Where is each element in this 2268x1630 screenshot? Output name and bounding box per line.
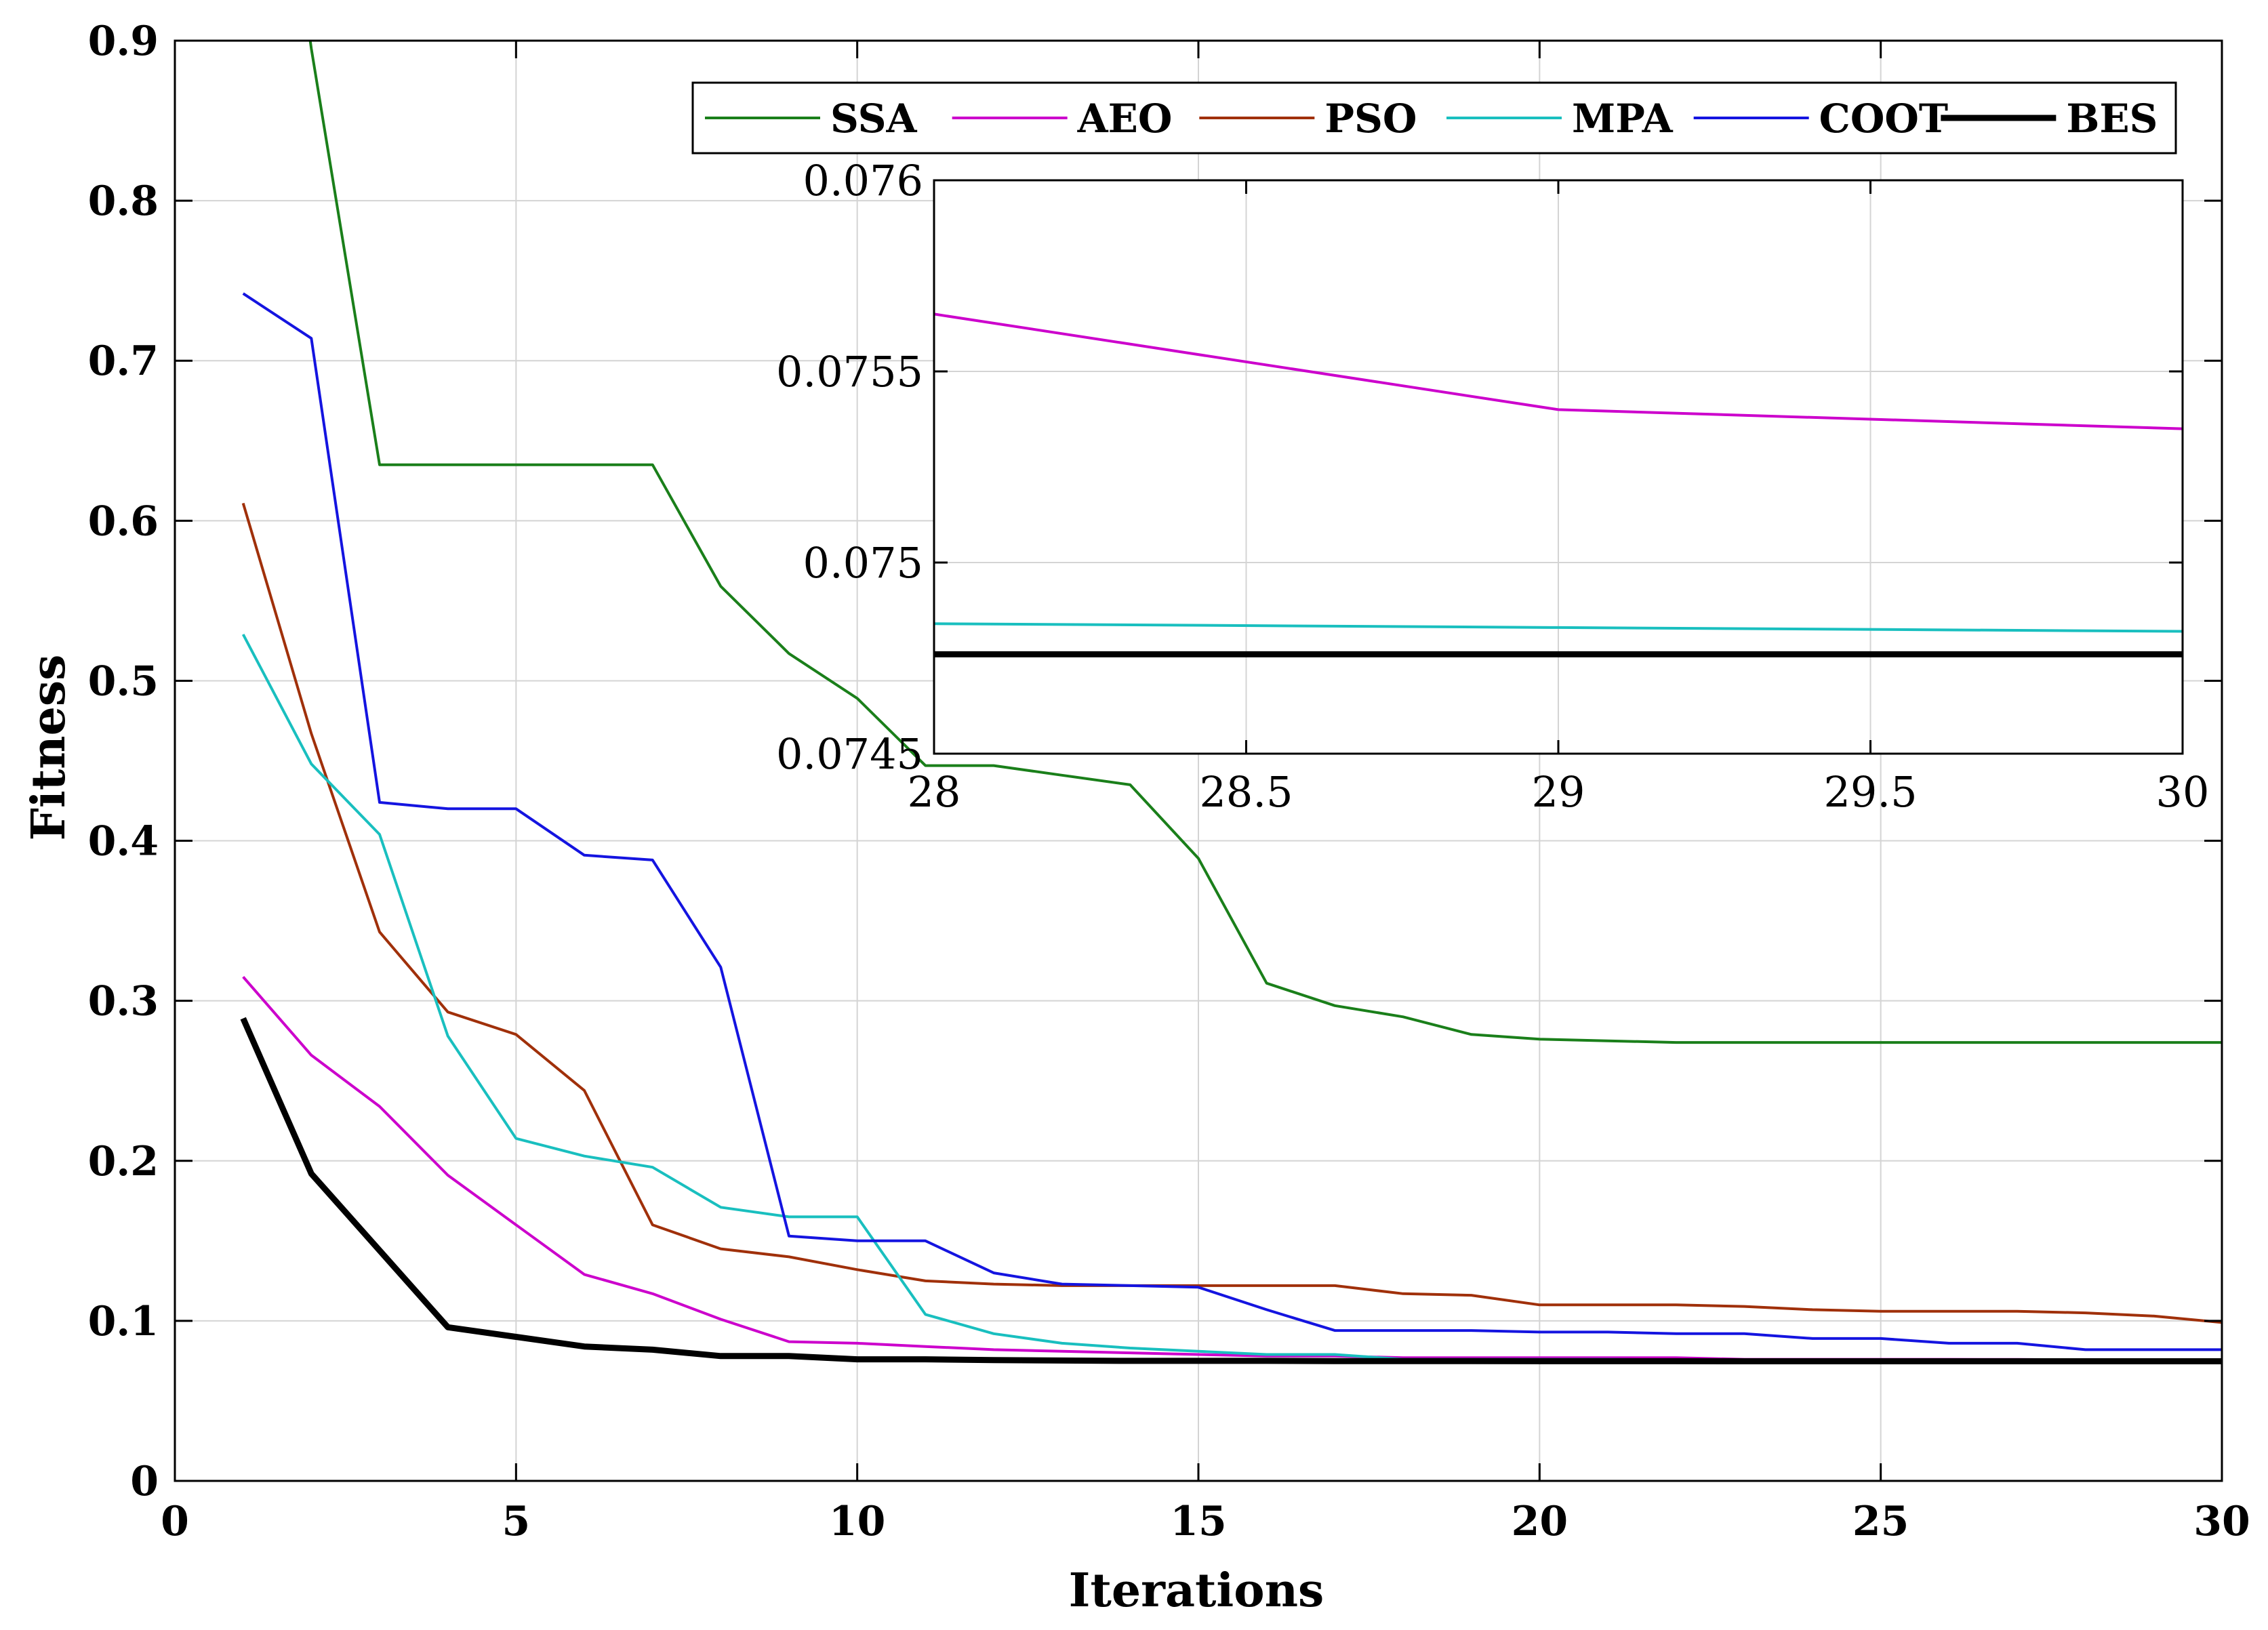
x-tick-label: 25 — [1852, 1498, 1909, 1545]
legend-label-aeo: AEO — [1077, 96, 1173, 142]
x-tick-label: 10 — [829, 1498, 886, 1545]
y-tick-label: 0 — [130, 1458, 159, 1505]
inset-x-tick-label: 29.5 — [1823, 767, 1917, 817]
y-tick-label: 0.7 — [88, 338, 159, 385]
inset-series-line-aeo — [934, 312, 2183, 430]
inset-zoom-plot: 28 28.5 29 29.5 30 0.0745 0.075 0.0755 0.076 — [776, 156, 2209, 817]
y-tick-label: 0.2 — [88, 1138, 159, 1185]
legend-label-bes: BES — [2066, 96, 2158, 142]
inset-y-tick-label: 0.076 — [803, 156, 924, 205]
y-axis-label: Fitness — [22, 655, 76, 841]
series-line-ssa — [308, 41, 2222, 1044]
x-tick-label: 30 — [2193, 1498, 2250, 1545]
y-tick-label: 0.8 — [88, 178, 159, 225]
inset-x-tick-label: 28 — [908, 767, 961, 817]
legend: SSA AEO PSO MPA COOT BES — [691, 81, 2177, 155]
y-tick-label: 0.1 — [88, 1298, 159, 1345]
inset-tick-labels: 28 28.5 29 29.5 30 0.0745 0.075 0.0755 0.076 — [776, 156, 2209, 817]
x-tick-label: 15 — [1170, 1498, 1227, 1545]
x-tick-label: 20 — [1512, 1498, 1568, 1545]
inset-series-line-mpa — [934, 622, 2183, 633]
y-tick-label: 0.9 — [88, 18, 159, 65]
series-line-bes — [240, 1017, 2222, 1364]
inset-gridlines — [934, 180, 2183, 754]
y-tick-label: 0.3 — [88, 978, 159, 1025]
legend-label-pso: PSO — [1324, 96, 1417, 142]
inset-y-tick-label: 0.0755 — [776, 347, 923, 396]
inset-y-tick-label: 0.075 — [803, 538, 924, 588]
series-line-pso — [241, 502, 2222, 1324]
x-axis-label: Iterations — [1069, 1564, 1324, 1618]
inset-x-tick-label: 28.5 — [1199, 767, 1293, 817]
inset-y-tick-label: 0.0745 — [776, 729, 923, 779]
inset-x-tick-label: 30 — [2156, 767, 2210, 817]
legend-box — [691, 81, 2177, 155]
main-tick-labels: 0 5 10 15 20 25 30 0 0.1 0.2 0.3 0.4 0.5 0.6 0.7 0.8 0.9 — [88, 18, 2250, 1545]
y-tick-label: 0.5 — [88, 657, 159, 705]
inset-series-group — [934, 312, 2183, 657]
inset-axes — [933, 179, 2184, 755]
legend-label-coot: COOT — [1819, 96, 1948, 142]
inset-x-tick-label: 29 — [1532, 767, 1585, 817]
legend-label-mpa: MPA — [1572, 96, 1674, 142]
series-line-coot — [242, 292, 2222, 1351]
y-tick-label: 0.6 — [88, 497, 159, 545]
main-series-group — [240, 41, 2222, 1364]
main-axes — [174, 39, 2223, 1482]
x-tick-label: 5 — [502, 1498, 530, 1545]
y-tick-label: 0.4 — [88, 818, 159, 865]
legend-label-ssa: SSA — [830, 96, 917, 142]
x-tick-label: 0 — [161, 1498, 189, 1545]
